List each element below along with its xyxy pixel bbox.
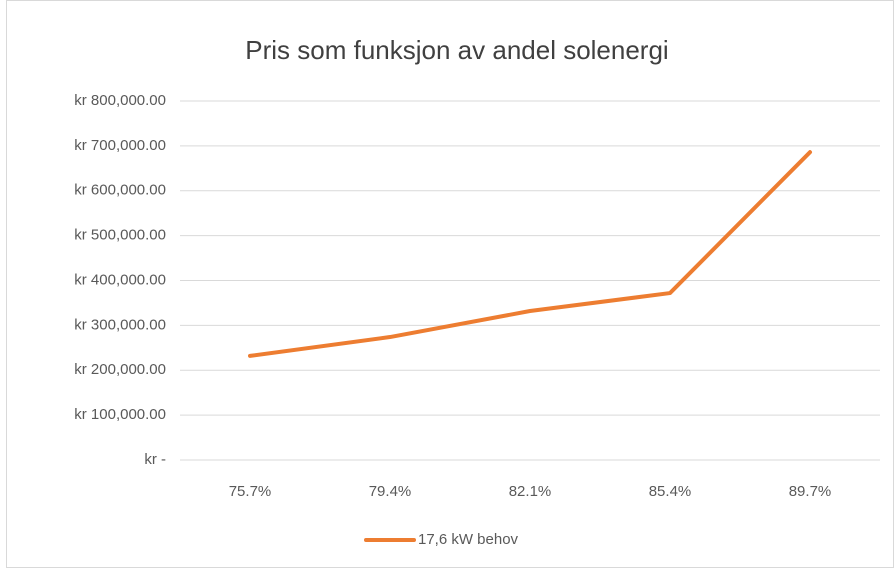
- y-tick-label: kr 200,000.00: [74, 361, 166, 378]
- y-tick-label: kr 600,000.00: [74, 182, 166, 199]
- chart-title: Pris som funksjon av andel solenergi: [245, 35, 668, 65]
- x-tick-label: 82.1%: [509, 483, 552, 500]
- x-tick-label: 79.4%: [369, 483, 412, 500]
- y-tick-label: kr 500,000.00: [74, 227, 166, 244]
- x-tick-label: 85.4%: [649, 483, 692, 500]
- y-tick-label: kr 100,000.00: [74, 406, 166, 423]
- chart-border: [6, 0, 894, 568]
- x-tick-label: 89.7%: [789, 483, 832, 500]
- y-tick-label: kr 800,000.00: [74, 92, 166, 109]
- data-line: [248, 150, 812, 358]
- legend-label: 17,6 kW behov: [418, 531, 519, 548]
- y-tick-label: kr -: [144, 451, 166, 468]
- x-tick-label: 75.7%: [229, 483, 272, 500]
- y-tick-label: kr 300,000.00: [74, 316, 166, 333]
- y-tick-label: kr 400,000.00: [74, 271, 166, 288]
- y-tick-label: kr 700,000.00: [74, 137, 166, 154]
